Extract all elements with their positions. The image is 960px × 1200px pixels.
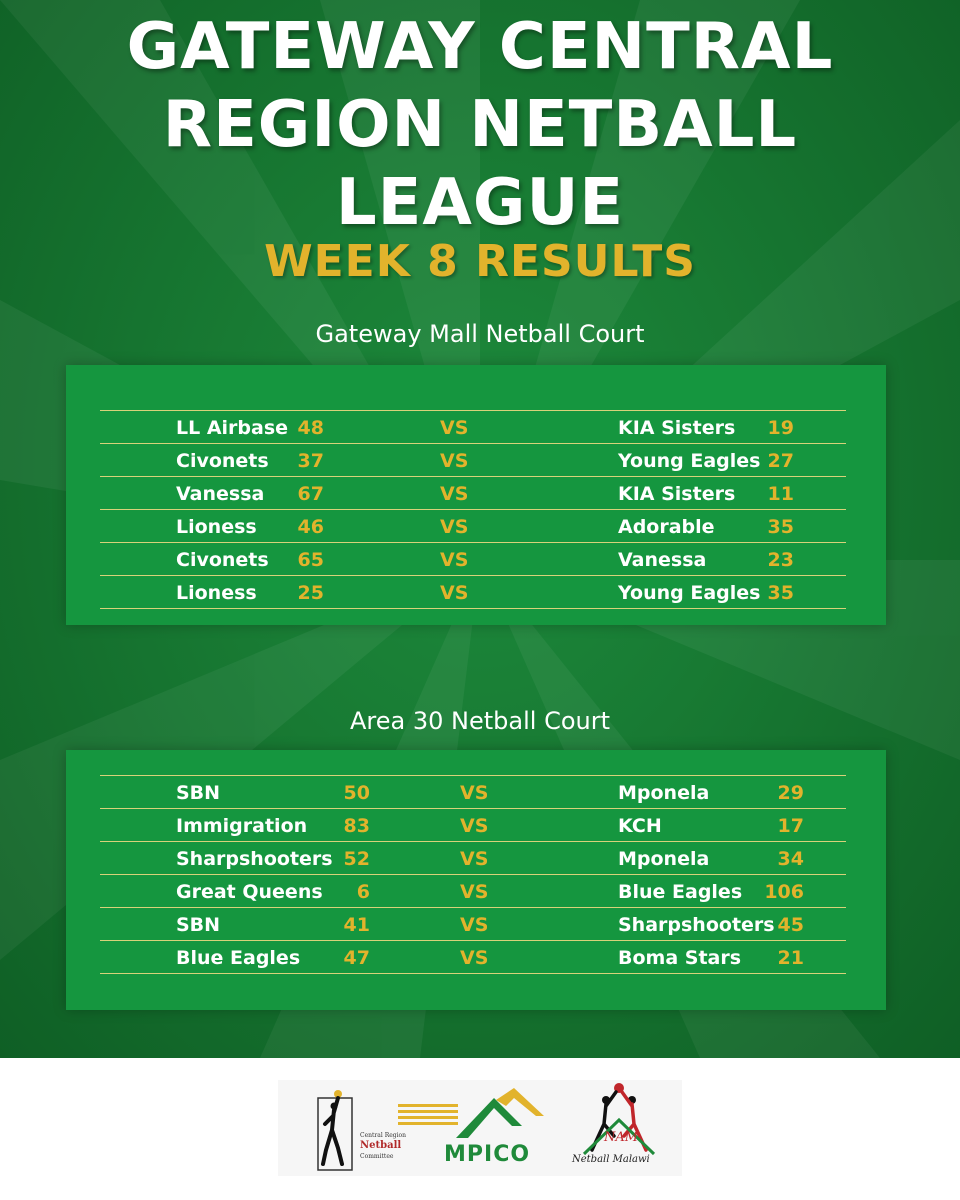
vs-label: VS [460,782,489,804]
match-row: Sharpshooters 52 VS Mponela 34 [100,842,846,875]
nam-abbreviation: NAM [604,1130,639,1145]
vs-label: VS [440,483,469,505]
results-table: LL Airbase 48 VS KIA Sisters 19 Civonets… [100,410,846,609]
away-score: 23 [767,549,794,571]
crnc-line-2: Netball [360,1140,402,1151]
results-table: SBN 50 VS Mponela 29 Immigration 83 VS K… [100,775,846,974]
match-row: SBN 50 VS Mponela 29 [100,776,846,809]
home-score: 6 [356,881,370,903]
home-team: Lioness [176,582,257,604]
home-team: SBN [176,914,221,936]
away-score: 34 [777,848,804,870]
away-score: 35 [767,582,794,604]
away-team: Adorable [618,516,715,538]
match-row: Civonets 37 VS Young Eagles 27 [100,444,846,477]
vs-label: VS [460,881,489,903]
results-panel: LL Airbase 48 VS KIA Sisters 19 Civonets… [66,365,886,625]
match-row: SBN 41 VS Sharpshooters 45 [100,908,846,941]
vs-label: VS [440,582,469,604]
mpico-roof-icon [398,1088,544,1138]
venue-title: Gateway Mall Netball Court [315,320,645,348]
crnc-line-1: Central Region [360,1132,406,1139]
home-score: 25 [297,582,324,604]
vs-label: VS [460,914,489,936]
match-row: Vanessa 67 VS KIA Sisters 11 [100,477,846,510]
vs-label: VS [440,450,469,472]
page-title: GATEWAY CENTRAL REGION NETBALL LEAGUE [0,8,960,242]
home-score: 48 [297,417,324,439]
home-team: Vanessa [176,483,265,505]
venue-title: Area 30 Netball Court [350,707,610,735]
home-team: Lioness [176,516,257,538]
away-team: Young Eagles [618,582,761,604]
match-row: LL Airbase 48 VS KIA Sisters 19 [100,411,846,444]
mpico-name: MPICO [444,1142,531,1167]
title-line: LEAGUE [335,166,625,240]
mpico-logo: MPICO [396,1080,546,1176]
home-score: 46 [297,516,324,538]
away-team: Young Eagles [618,450,761,472]
away-score: 21 [777,947,804,969]
away-team: KCH [618,815,662,837]
title-line: GATEWAY CENTRAL [126,10,834,84]
away-score: 35 [767,516,794,538]
home-score: 41 [343,914,370,936]
vs-label: VS [460,947,489,969]
match-row: Great Queens 6 VS Blue Eagles 106 [100,875,846,908]
vs-label: VS [440,549,469,571]
home-team: Immigration [176,815,308,837]
home-score: 65 [297,549,324,571]
title-line: REGION NETBALL [162,88,798,162]
nam-logo: NAM Netball Malawi [564,1080,674,1176]
away-score: 27 [767,450,794,472]
away-team: Sharpshooters [618,914,775,936]
away-team: KIA Sisters [618,417,736,439]
away-score: 106 [764,881,804,903]
home-team: LL Airbase [176,417,289,439]
home-score: 83 [343,815,370,837]
crnc-line-3: Committee [360,1153,394,1160]
match-row: Blue Eagles 47 VS Boma Stars 21 [100,941,846,974]
netball-players-icon [582,1083,656,1156]
away-team: Boma Stars [618,947,742,969]
home-team: Sharpshooters [176,848,333,870]
away-team: KIA Sisters [618,483,736,505]
home-team: Civonets [176,549,269,571]
vs-label: VS [440,417,469,439]
away-team: Blue Eagles [618,881,743,903]
home-team: Blue Eagles [176,947,301,969]
away-team: Mponela [618,848,710,870]
home-team: Civonets [176,450,269,472]
away-score: 11 [767,483,794,505]
netball-player-icon [317,1090,353,1171]
sponsor-footer: Central Region Netball Committee MPICO [0,1058,960,1200]
home-score: 50 [343,782,370,804]
vs-label: VS [460,815,489,837]
sponsor-logos: Central Region Netball Committee MPICO [278,1080,682,1176]
home-team: SBN [176,782,221,804]
crnc-logo: Central Region Netball Committee [308,1080,406,1176]
away-team: Mponela [618,782,710,804]
match-row: Immigration 83 VS KCH 17 [100,809,846,842]
away-team: Vanessa [618,549,707,571]
match-row: Civonets 65 VS Vanessa 23 [100,543,846,576]
home-score: 67 [297,483,324,505]
match-row: Lioness 25 VS Young Eagles 35 [100,576,846,609]
home-team: Great Queens [176,881,323,903]
vs-label: VS [440,516,469,538]
away-score: 45 [777,914,804,936]
away-score: 17 [777,815,804,837]
week-results-heading: WEEK 8 RESULTS [264,236,696,287]
results-panel: SBN 50 VS Mponela 29 Immigration 83 VS K… [66,750,886,1010]
vs-label: VS [460,848,489,870]
home-score: 52 [343,848,370,870]
home-score: 37 [297,450,324,472]
nam-full-name: Netball Malawi [572,1154,650,1165]
home-score: 47 [343,947,370,969]
away-score: 19 [767,417,794,439]
away-score: 29 [777,782,804,804]
match-row: Lioness 46 VS Adorable 35 [100,510,846,543]
poster: GATEWAY CENTRAL REGION NETBALL LEAGUE WE… [0,0,960,1058]
